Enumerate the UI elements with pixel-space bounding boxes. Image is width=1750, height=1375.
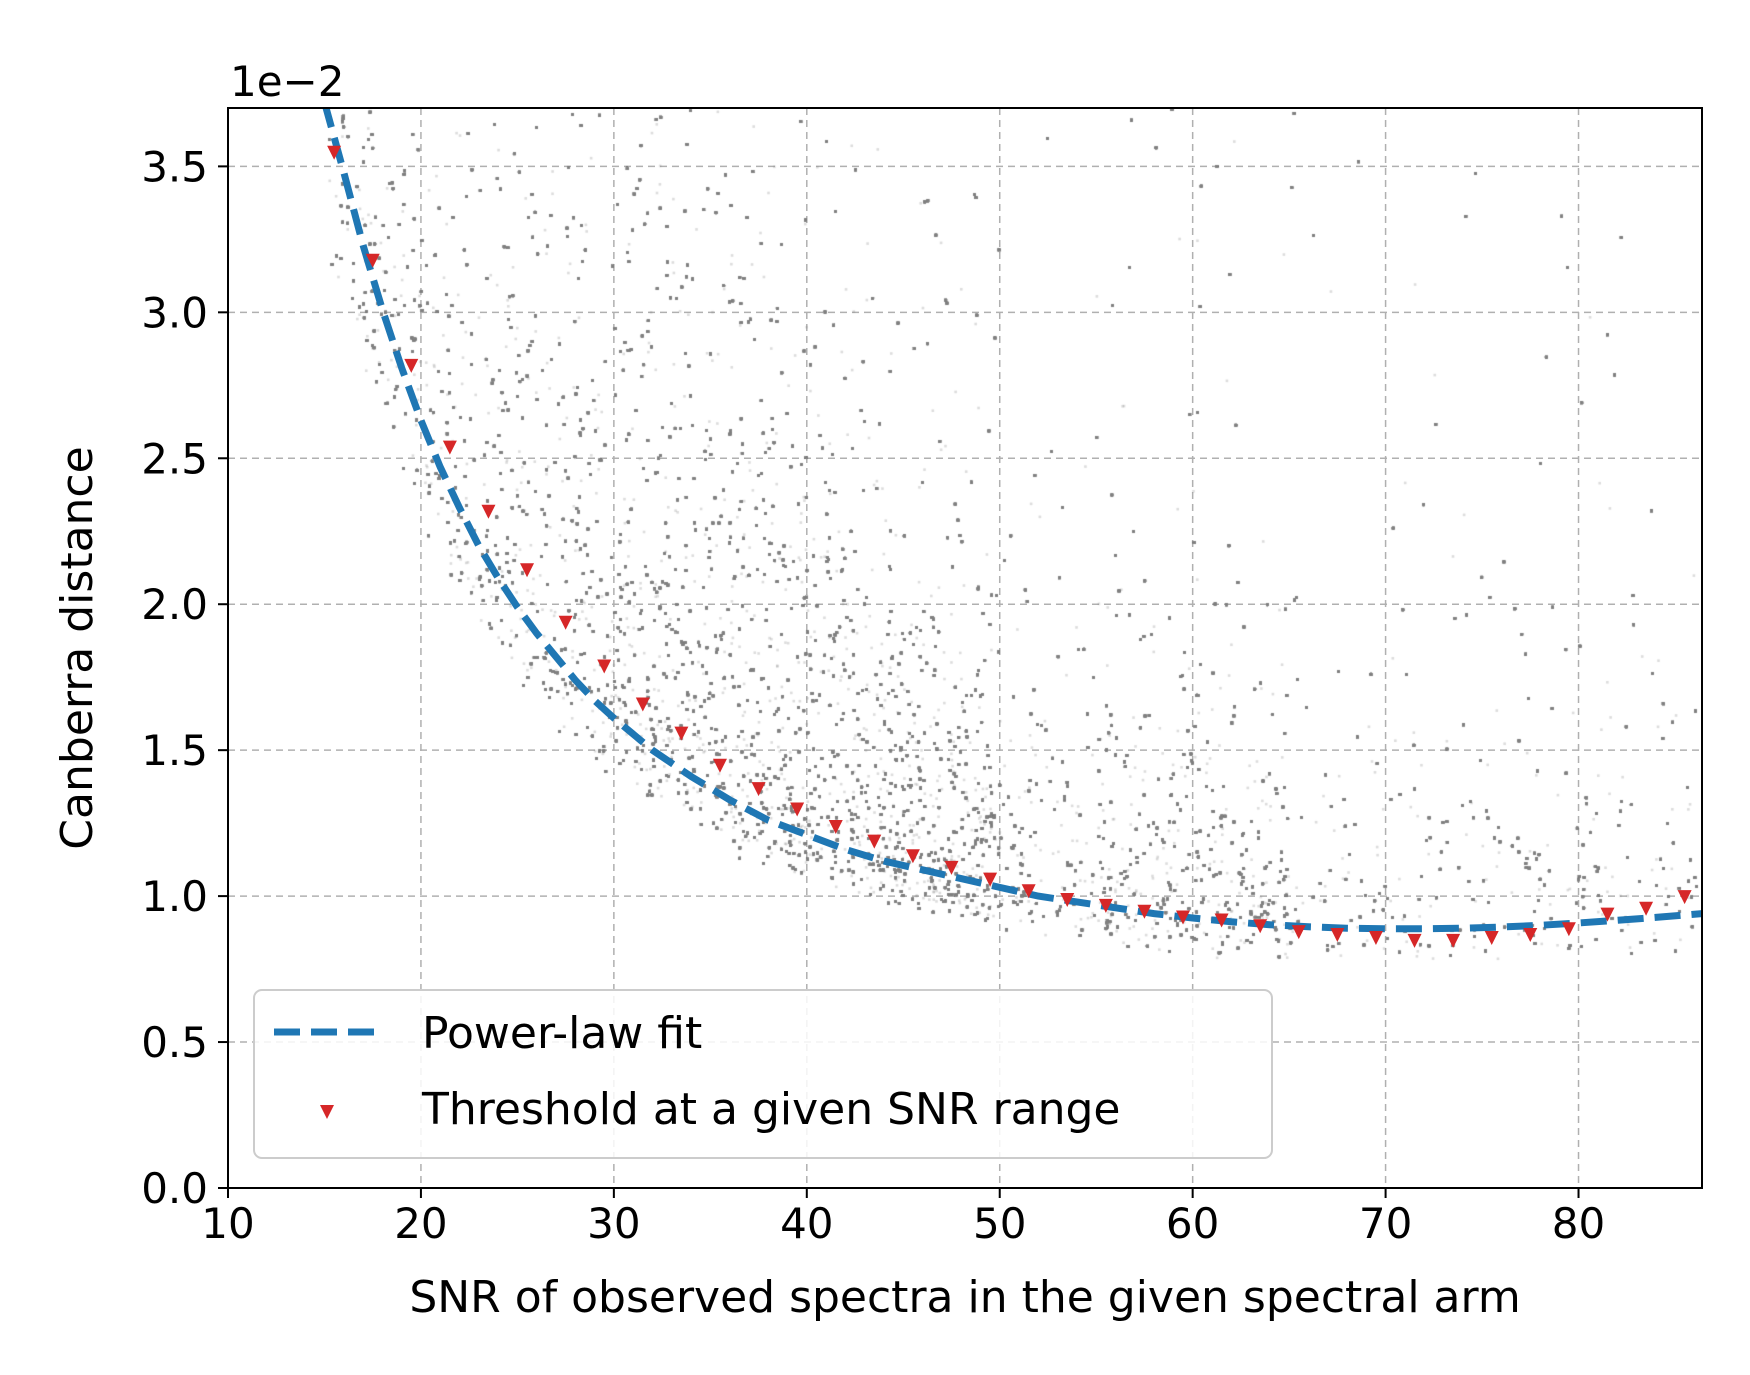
threshold-marker	[1677, 890, 1692, 905]
y-tick-label: 1.0	[141, 872, 208, 921]
threshold-marker	[983, 872, 998, 887]
threshold-marker	[1253, 919, 1268, 934]
threshold-marker	[1291, 925, 1306, 940]
threshold-marker	[1561, 922, 1576, 937]
legend-box	[253, 989, 1273, 1159]
threshold-marker	[1137, 904, 1152, 919]
x-tick-label: 30	[587, 1199, 640, 1248]
y-tick-label: 0.0	[141, 1164, 208, 1213]
x-axis-label: SNR of observed spectra in the given spe…	[409, 1272, 1520, 1323]
y-ticks: 0.0 0.5 1.0 1.5 2.0 2.5 3.0 3.5	[141, 142, 228, 1213]
threshold-marker	[558, 615, 573, 630]
threshold-marker	[867, 834, 882, 849]
threshold-marker	[828, 820, 843, 835]
legend-label-fit: Power-law fit	[422, 1008, 702, 1059]
x-tick-label: 40	[780, 1199, 833, 1248]
threshold-marker	[712, 758, 727, 773]
threshold-marker	[1639, 901, 1654, 916]
threshold-marker	[905, 849, 920, 864]
threshold-marker	[365, 253, 380, 268]
threshold-marker	[1330, 928, 1345, 943]
threshold-marker	[1021, 884, 1036, 899]
x-ticks: 10 20 30 40 50 60 70 80	[201, 1188, 1605, 1248]
y-tick-label: 3.5	[141, 142, 208, 191]
threshold-marker	[751, 782, 766, 797]
x-tick-label: 10	[201, 1199, 254, 1248]
threshold-marker	[635, 697, 650, 712]
legend: Power-law fit Threshold at a given SNR r…	[253, 989, 1273, 1159]
y-tick-label: 3.0	[141, 288, 208, 337]
x-tick-label: 70	[1359, 1199, 1412, 1248]
threshold-marker	[1368, 930, 1383, 945]
threshold-marker	[327, 145, 342, 160]
threshold-marker	[520, 563, 535, 578]
x-tick-label: 20	[394, 1199, 447, 1248]
threshold-marker	[674, 726, 689, 741]
threshold-marker	[1523, 928, 1538, 943]
x-tick-label: 80	[1552, 1199, 1605, 1248]
threshold-marker	[1098, 898, 1113, 913]
plot-frame	[227, 107, 1703, 1189]
x-tick-label: 50	[973, 1199, 1026, 1248]
y-tick-label: 1.5	[141, 726, 208, 775]
y-axis-label: Canberra distance	[52, 446, 103, 849]
threshold-marker	[1446, 933, 1461, 948]
x-tick-label: 60	[1166, 1199, 1219, 1248]
power-law-fit-line	[322, 108, 1702, 933]
threshold-marker	[1484, 930, 1499, 945]
y-offset-text: 1e−2	[230, 57, 344, 106]
threshold-marker	[944, 860, 959, 875]
marker-layer	[327, 145, 1692, 948]
threshold-marker	[1600, 907, 1615, 922]
threshold-marker	[1060, 893, 1075, 908]
legend-threshold-swatch	[320, 1105, 334, 1119]
threshold-marker	[597, 659, 612, 674]
y-tick-label: 0.5	[141, 1018, 208, 1067]
threshold-marker	[481, 504, 496, 519]
threshold-marker	[1407, 933, 1422, 948]
legend-label-threshold: Threshold at a given SNR range	[421, 1084, 1120, 1135]
threshold-marker	[404, 358, 419, 373]
threshold-marker	[790, 802, 805, 817]
threshold-marker	[1176, 910, 1191, 925]
y-tick-label: 2.5	[141, 434, 208, 483]
threshold-marker	[442, 440, 457, 455]
fit-layer	[322, 108, 1702, 933]
y-tick-label: 2.0	[141, 580, 208, 629]
threshold-marker	[1214, 913, 1229, 928]
